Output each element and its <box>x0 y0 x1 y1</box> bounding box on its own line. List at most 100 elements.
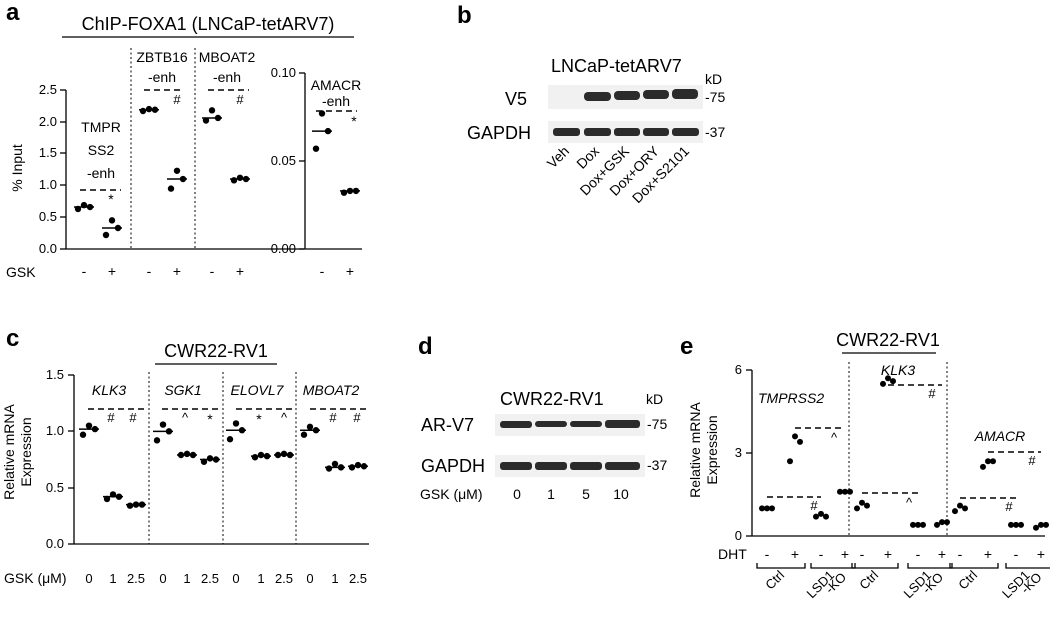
panel-a-minus-point <box>139 107 147 115</box>
panel-e-point <box>859 499 865 506</box>
panel-b-v5-bands <box>584 89 698 101</box>
panel-d-cell-line: CWR22-RV1 <box>500 389 604 409</box>
panel-e-point <box>792 433 798 440</box>
panel-a-points <box>74 105 360 239</box>
panel-e-bracket <box>1005 563 1050 569</box>
panel-a-sig-mark: * <box>351 113 357 129</box>
panel-a-gene-label: -enh <box>148 69 176 85</box>
panel-e-point <box>837 488 843 495</box>
panel-c-sig-mark: # <box>107 410 115 425</box>
panel-e-dht-tick: - <box>860 546 865 562</box>
panel-e-dht-tick: + <box>884 546 892 562</box>
panel-d-dose-label: 0 <box>513 486 521 502</box>
panel-e: CWR22-RV1 Relative mRNA Expression 0 3 6… <box>687 330 1050 601</box>
panel-e-point <box>1018 521 1024 528</box>
panel-e-sig-mark: # <box>810 498 818 513</box>
panel-c-gene-label: SGK1 <box>164 382 201 398</box>
panel-e-yticks <box>746 369 752 537</box>
panel-a-gene-label: -enh <box>322 93 350 109</box>
panel-c-dose-label: 1 <box>331 571 338 586</box>
panel-a-ytick: 2.5 <box>39 82 57 97</box>
panel-a-minus-point <box>202 117 210 124</box>
panel-c-point <box>280 450 288 458</box>
panel-c-point <box>206 455 214 462</box>
panel-c-point <box>183 450 191 458</box>
panel-c-ytick: 1.0 <box>46 423 64 438</box>
panel-c-y-title: Expression <box>18 417 34 486</box>
panel-e-point <box>880 380 886 387</box>
panel-a-sig-mark: # <box>173 92 181 107</box>
panel-e-point <box>787 458 793 465</box>
panel-d-x-title: GSK (μM) <box>420 486 483 502</box>
panel-c-point <box>226 436 234 443</box>
panel-d-arv7-bands <box>500 420 640 428</box>
panel-c-gene-label: MBOAT2 <box>303 382 360 398</box>
panel-a-gene-label: -enh <box>87 165 115 181</box>
panel-a-tick-plus: + <box>236 263 244 279</box>
panel-c-dose-label: 0 <box>159 571 166 586</box>
panel-e-ytick: 3 <box>735 445 742 460</box>
panel-b-cell-line: LNCaP-tetARV7 <box>551 56 682 76</box>
panel-c-point <box>79 431 87 438</box>
panel-a-ytick: 0.5 <box>39 209 57 224</box>
panel-d-arv7-blot <box>495 414 645 436</box>
panel-d-dose-label: 5 <box>582 486 590 502</box>
panel-c-point <box>153 437 161 444</box>
panel-b-row-label: GAPDH <box>467 123 531 143</box>
panel-label-b: b <box>457 2 472 29</box>
panel-b-lane-label: Veh <box>544 143 572 171</box>
panel-c-ytick: 0.5 <box>46 480 64 495</box>
panel-e-point <box>854 505 860 512</box>
panel-c-sig-mark: # <box>329 410 337 425</box>
panel-a-tick-minus: - <box>82 263 87 279</box>
panel-e-sig-mark: ^ <box>906 495 913 510</box>
panel-c-point <box>85 422 93 429</box>
panel-e-point <box>980 463 986 470</box>
panel-c-sig-mark: * <box>207 411 213 427</box>
panel-e-group-label: Ctrl <box>856 567 881 592</box>
panel-e-sig-mark: # <box>928 386 936 401</box>
panel-label-e: e <box>680 333 693 360</box>
panel-a-left-ticks <box>60 89 66 250</box>
panel-a-title: ChIP-FOXA1 (LNCaP-tetARV7) <box>82 14 335 34</box>
panel-c-gene-label: KLK3 <box>92 382 126 398</box>
panel-b: LNCaP-tetARV7 kD V5 GAPDH -75 -37 Veh Do… <box>467 56 725 206</box>
panel-c-dose-label: 0 <box>85 571 92 586</box>
panel-e-point <box>962 505 968 512</box>
panel-b-kd-marker: -75 <box>705 89 725 105</box>
panel-c-point <box>232 420 240 427</box>
panel-c-point <box>348 464 356 471</box>
panel-a-ytick: 0.0 <box>39 241 57 256</box>
panel-e-ytick: 6 <box>735 362 742 377</box>
panel-c-gene-label: ELOVL7 <box>231 382 285 398</box>
panel-d-kd-marker: -75 <box>647 416 667 432</box>
panel-e-sig-mark: # <box>1005 499 1013 514</box>
panel-e-points <box>759 375 1049 531</box>
panel-c-points <box>79 420 368 509</box>
panel-e-dht-tick: + <box>1037 546 1045 562</box>
panel-c-dose-label: 2.5 <box>201 571 219 586</box>
panel-a-plus-point <box>230 177 238 184</box>
panel-a-ytick: 1.0 <box>39 177 57 192</box>
panel-e-dht-tick: + <box>791 546 799 562</box>
panel-e-sig-mark: ^ <box>831 430 838 445</box>
panel-d: CWR22-RV1 kD AR-V7 GAPDH -75 -37 GSK (μM… <box>420 389 667 502</box>
panel-a-plus-point <box>108 217 116 224</box>
panel-d-row-label: AR-V7 <box>421 415 474 435</box>
panel-d-row-label: GAPDH <box>421 456 485 476</box>
panel-a-tick-plus: + <box>173 263 181 279</box>
panel-a-tick-minus: - <box>147 263 152 279</box>
panel-e-point <box>890 378 896 385</box>
panel-c-ytick: 0.0 <box>46 536 64 551</box>
panel-e-point <box>915 521 921 528</box>
panel-e-point <box>957 502 963 509</box>
panel-a-minus-point <box>312 145 320 152</box>
panel-c-point <box>300 431 308 438</box>
panel-e-ytick: 0 <box>735 528 742 543</box>
panel-a-plus-point <box>173 167 181 174</box>
panel-b-row-label: V5 <box>505 89 527 109</box>
panel-e-point <box>910 521 916 528</box>
panel-a-gene-label: ZBTB16 <box>136 49 188 65</box>
panel-a-tick-plus: + <box>346 263 354 279</box>
